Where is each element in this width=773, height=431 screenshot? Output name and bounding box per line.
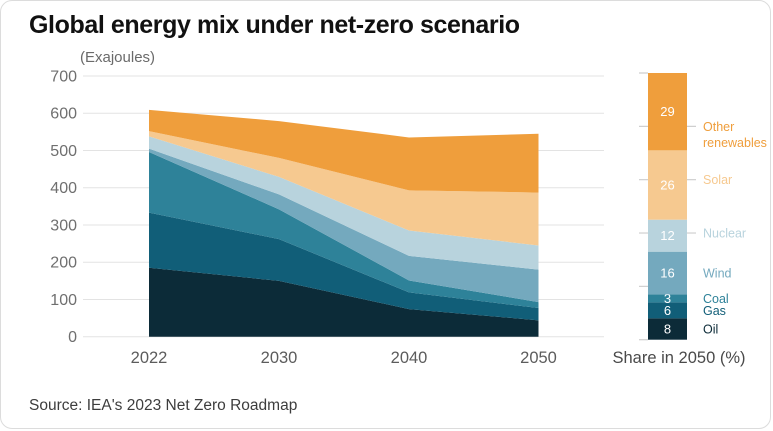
y-tick-label-700: 700: [50, 69, 77, 86]
area-series-solar: [149, 131, 539, 246]
area-series-gas: [149, 212, 539, 321]
legend-value-solar: 26: [660, 178, 674, 193]
legend-segment-solar: [648, 150, 687, 220]
legend-value-wind: 16: [660, 266, 674, 281]
area-series-group: [149, 109, 539, 337]
y-tick-label-500: 500: [50, 143, 77, 160]
y-tick-label-0: 0: [68, 329, 77, 346]
legend-segment-other-renewables: [648, 73, 687, 151]
area-series-wind: [149, 148, 539, 303]
legend-label-nuclear: Nuclear: [703, 227, 746, 241]
y-tick-label-400: 400: [50, 180, 77, 197]
legend-segment-nuclear: [648, 219, 687, 252]
x-tick-label-2030: 2030: [261, 349, 298, 367]
y-axis-unit-label: (Exajoules): [80, 49, 156, 66]
x-tick-label-2050: 2050: [520, 349, 557, 367]
y-tick-label-200: 200: [50, 255, 77, 272]
legend-segment-wind: [648, 251, 687, 295]
legend-label-coal: Coal: [703, 292, 729, 306]
legend-label-oil: Oil: [703, 323, 718, 337]
legend-segment-oil: [648, 318, 687, 340]
y-tick-label-100: 100: [50, 292, 77, 309]
legend-segment-gas: [648, 302, 687, 319]
legend-label-other-renewables-line1: Other: [703, 120, 734, 134]
legend-value-oil: 8: [664, 322, 671, 337]
legend-value-gas: 6: [664, 303, 671, 318]
chart-title: Global energy mix under net-zero scenari…: [29, 11, 520, 39]
area-series-nuclear: [149, 136, 539, 270]
x-tick-label-2022: 2022: [131, 349, 168, 367]
legend-label-wind: Wind: [703, 267, 732, 281]
area-series-oil: [149, 267, 539, 337]
x-axis-labels: 2022 2030 2040 2050 Share in 2050 (%): [131, 349, 746, 367]
legend-title: Share in 2050 (%): [613, 349, 746, 367]
x-tick-label-2040: 2040: [391, 349, 428, 367]
legend-value-nuclear: 12: [660, 228, 674, 243]
legend-value-other-renewables: 29: [660, 104, 674, 119]
legend-stacked-bar: 8 Oil 6 Gas 3 Coal 16 Wind 12 Nuclear 26 Solar 29 Oth…: [639, 72, 767, 341]
y-tick-label-300: 300: [50, 217, 77, 234]
source-note: Source: IEA's 2023 Net Zero Roadmap: [29, 397, 298, 414]
area-series-other-renewables: [149, 109, 539, 193]
legend-value-coal: 3: [664, 291, 671, 306]
legend-label-other-renewables-line2: renewables: [703, 136, 767, 150]
y-tick-label-600: 600: [50, 106, 77, 123]
legend-segment-coal: [648, 294, 687, 303]
legend-label-solar: Solar: [703, 173, 732, 187]
legend-label-gas: Gas: [703, 304, 726, 318]
